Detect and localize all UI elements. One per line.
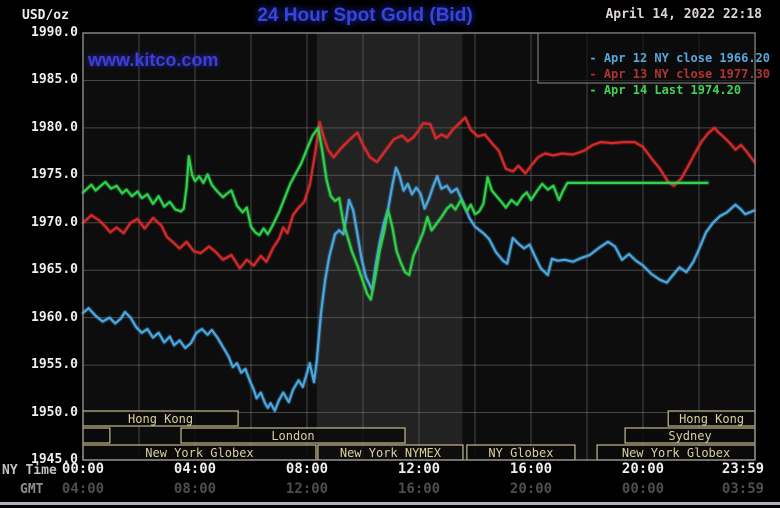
y-tick-label: 1970.0 (31, 214, 78, 230)
session-label: Hong Kong (128, 412, 194, 426)
session-label: New York Globex (145, 446, 254, 460)
x-tick-label: 12:00 (397, 461, 441, 477)
y-tick-label: 1955.0 (31, 357, 78, 373)
x-tick-label: 08:00 (285, 461, 329, 477)
gmt-tick-label: 00:00 (621, 481, 665, 497)
legend-dash-apr13: - (589, 67, 597, 81)
gmt-tick-label: 12:00 (285, 481, 329, 497)
series-line-apr-13 (81, 116, 756, 270)
x-tick-label: 20:00 (621, 461, 665, 477)
gmt-tick-label: 16:00 (397, 481, 441, 497)
session-label: New York NYMEX (339, 446, 441, 460)
gmt-axis-name: GMT (20, 482, 44, 497)
session-label: Hong Kong (679, 412, 745, 426)
nymex-session-band (316, 33, 463, 460)
legend-label-apr12: Apr 12 NY close 1966.20 (603, 51, 770, 65)
session-box (82, 427, 111, 444)
session-label: NY Globex (488, 446, 554, 460)
kitco-watermark: www.kitco.com (88, 50, 219, 70)
y-tick-label: 1980.0 (31, 119, 78, 135)
y-tick-label: 1990.0 (31, 25, 78, 40)
gmt-tick-label: 20:00 (509, 481, 553, 497)
y-axis-unit-label: USD/oz (22, 8, 69, 23)
y-tick-label: 1985.0 (31, 72, 78, 88)
gmt-tick-label: 03:59 (721, 481, 765, 497)
x-axis-name: NY Time (2, 463, 57, 478)
series-line-apr-14 (81, 126, 709, 301)
y-tick-label: 1965.0 (31, 262, 78, 278)
y-tick-label: 1950.0 (31, 404, 78, 420)
x-tick-label: 23:59 (721, 461, 765, 477)
session-box (180, 427, 406, 444)
series-line-apr-12 (81, 166, 756, 412)
legend-dash-apr14: - (589, 83, 597, 97)
session-label: Sydney (668, 429, 712, 443)
legend-row-apr14: - Apr 14 Last 1974.20 (546, 69, 741, 111)
x-tick-label: 16:00 (509, 461, 553, 477)
gmt-tick-label: 08:00 (173, 481, 217, 497)
y-tick-label: 1975.0 (31, 167, 78, 183)
bottom-window-edge (0, 502, 780, 505)
session-label: New York Globex (621, 446, 731, 460)
x-tick-label: 04:00 (173, 461, 217, 477)
plot-border (82, 32, 756, 461)
gmt-tick-label: 04:00 (61, 481, 105, 497)
timestamp: April 14, 2022 22:18 (605, 7, 762, 22)
legend-label-apr14: Apr 14 Last 1974.20 (603, 83, 742, 97)
session-label: London (271, 429, 315, 443)
chart-title: 24 Hour Spot Gold (Bid) (257, 5, 473, 26)
legend-row-apr13: - Apr 13 NY close 1977.30 (546, 53, 770, 95)
y-tick-label: 1945.0 (31, 452, 78, 467)
legend-row-apr12: - Apr 12 NY close 1966.20 (546, 37, 770, 79)
legend-label-apr13: Apr 13 NY close 1977.30 (603, 67, 770, 81)
x-tick-label: 00:00 (61, 461, 105, 477)
legend-box (537, 32, 756, 84)
legend-dash-apr12: - (589, 51, 597, 65)
y-tick-label: 1960.0 (31, 309, 78, 325)
